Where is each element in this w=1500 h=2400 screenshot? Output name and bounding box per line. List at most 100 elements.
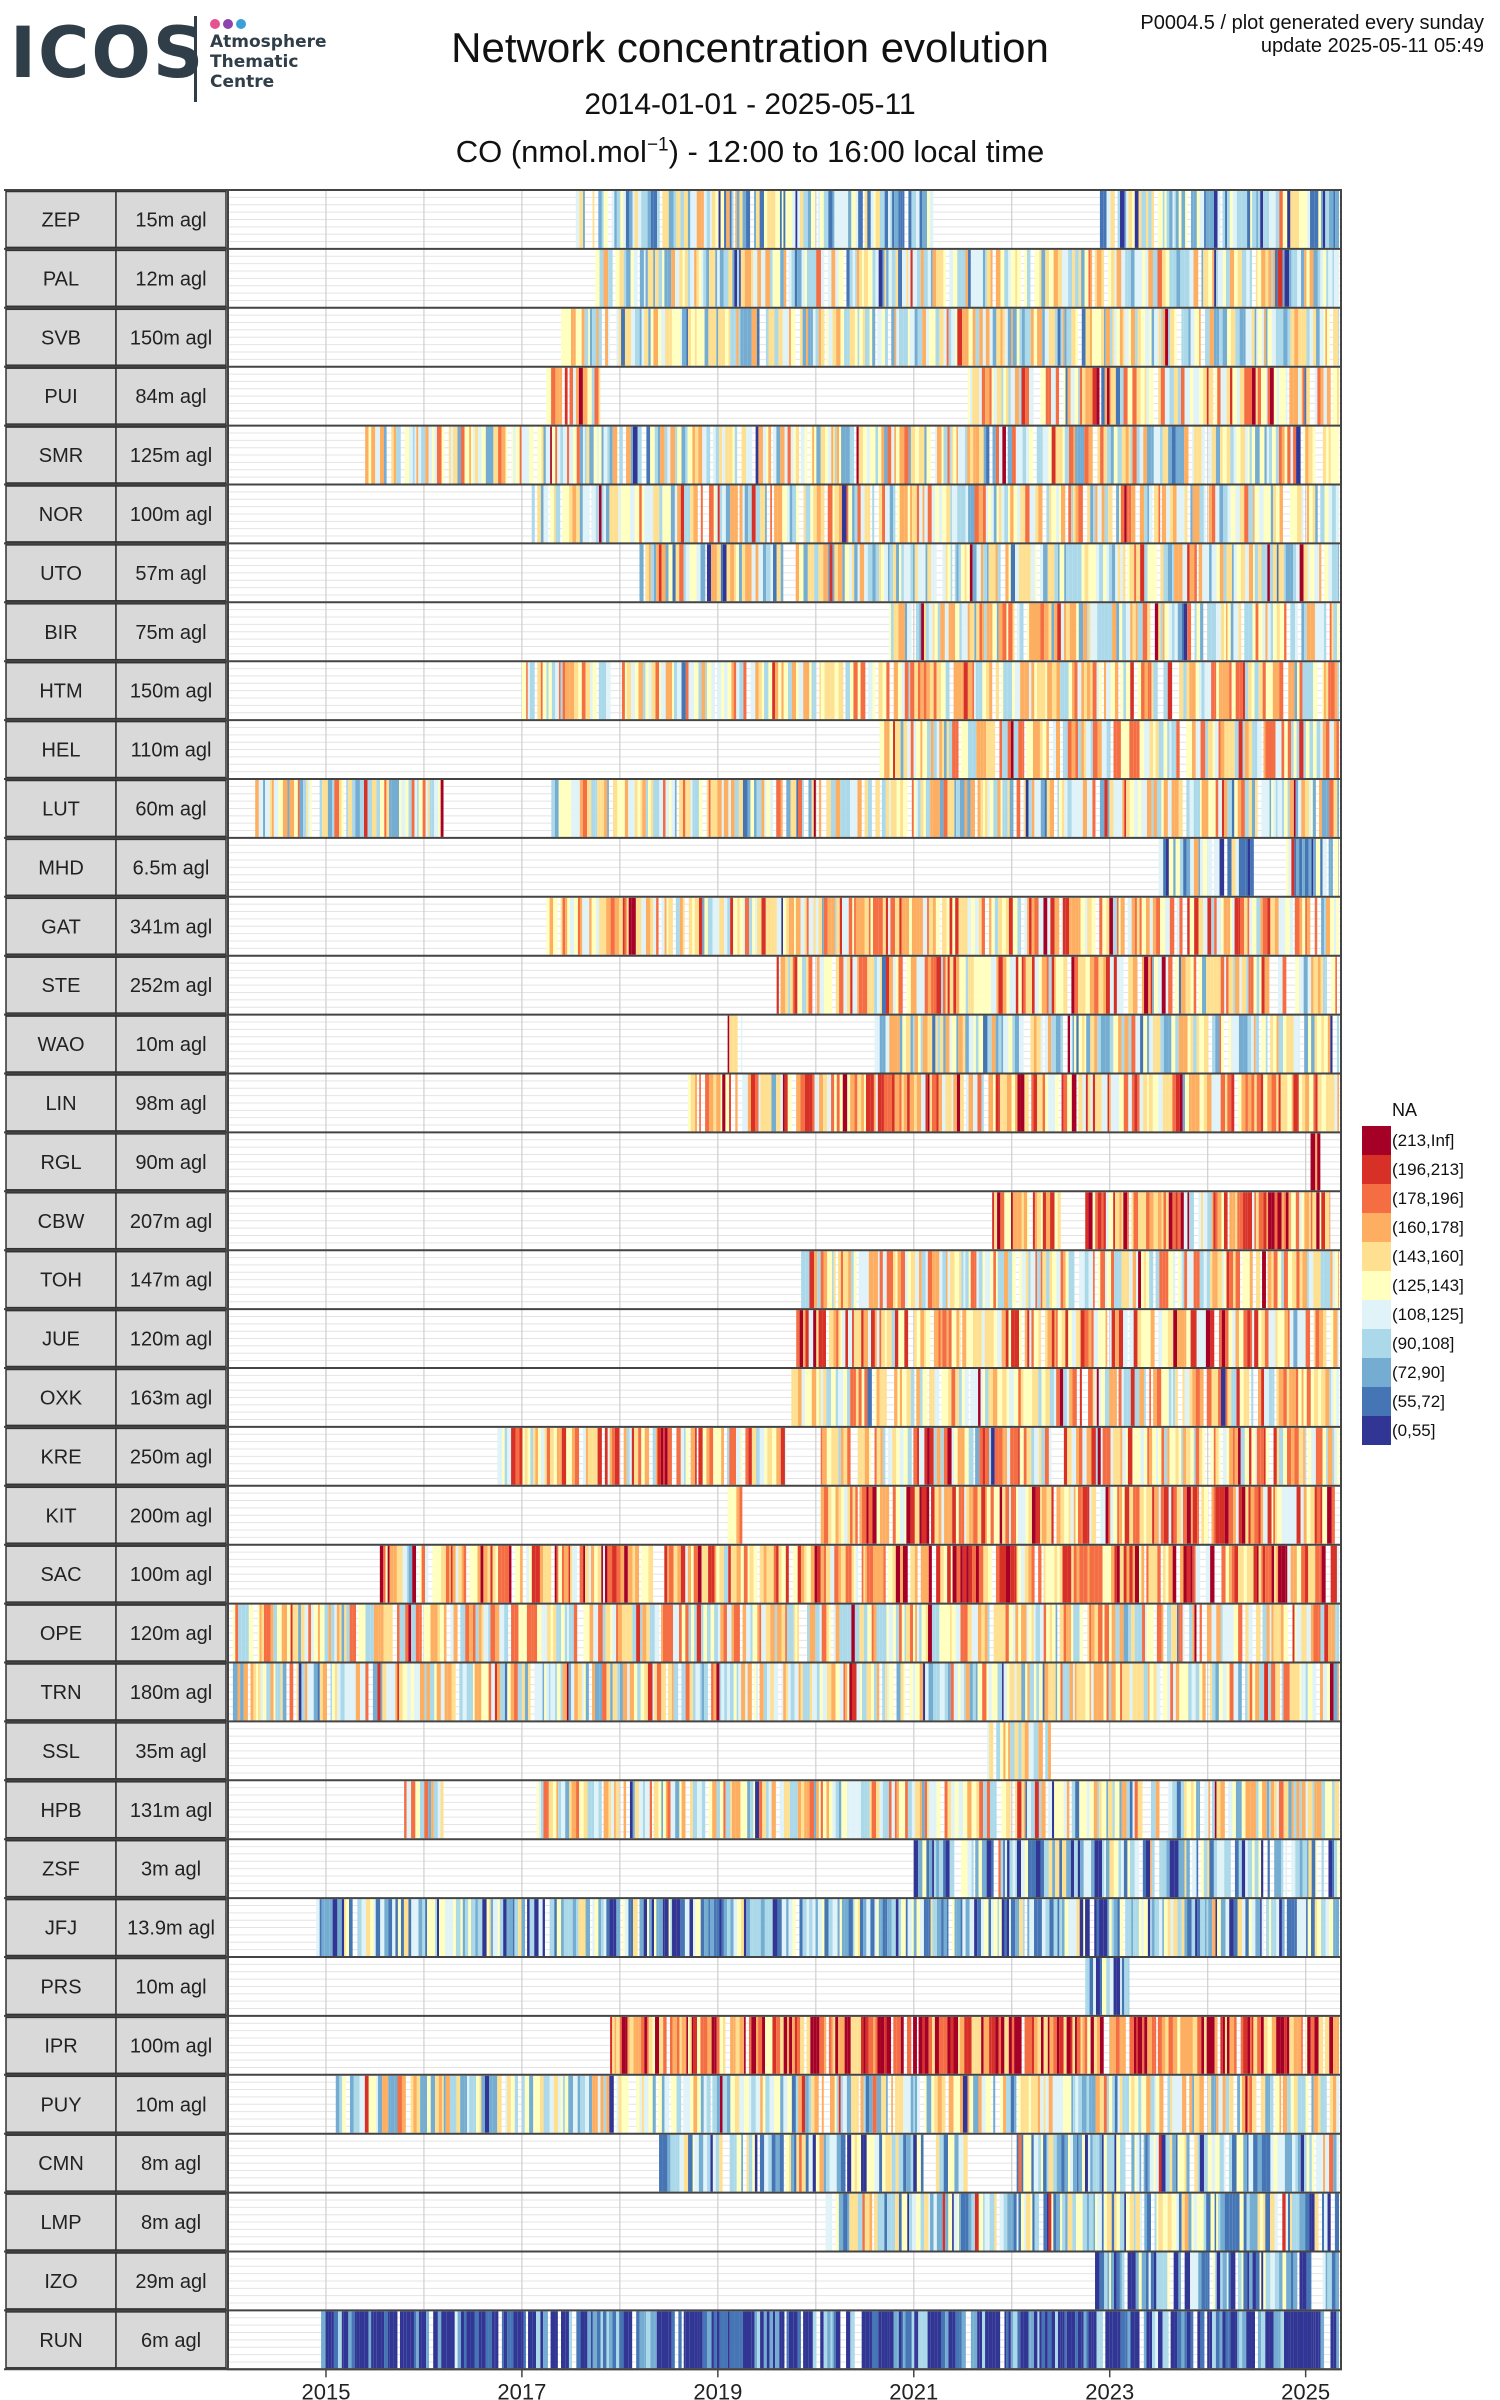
heat-stripe [1025,1486,1029,1544]
heat-stripe [993,1486,998,1544]
heat-stripe [807,1604,810,1662]
heat-stripe [970,897,975,955]
heat-stripe [659,662,662,720]
heat-stripe [1112,308,1115,366]
heat-stripe [1264,956,1270,1014]
heat-stripe [711,662,715,720]
heat-stripe [1291,1427,1295,1485]
heat-stripe [1313,838,1317,896]
heat-stripe [709,1074,714,1132]
heat-stripe [1112,897,1117,955]
heat-stripe [1101,1369,1105,1426]
heat-stripe [1064,308,1067,366]
heat-stripe [742,780,748,837]
heat-stripe [1135,308,1138,366]
heat-stripe [834,1074,837,1132]
heat-stripe [1057,1545,1060,1603]
heat-stripe [452,426,458,484]
heat-stripe [722,544,727,602]
heat-stripe [537,1663,543,1721]
heat-stripe [1165,308,1169,366]
heat-stripe [1287,1251,1293,1309]
heat-stripe [1175,191,1179,248]
heat-stripe [983,1545,989,1603]
heat-stripe [626,897,629,955]
heat-stripe [693,485,698,543]
heat-stripe [1171,426,1176,484]
heat-stripe [885,485,890,543]
heat-stripe [1045,249,1050,307]
heat-stripe [1078,780,1083,837]
heat-stripe [846,485,849,543]
heat-stripe [1030,544,1035,602]
heat-stripe [1146,780,1152,837]
heat-stripe [543,426,546,484]
heat-stripe [702,1427,707,1485]
heat-stripe [643,191,648,248]
heat-stripe [920,780,924,837]
heat-stripe [1146,1192,1150,1250]
heat-stripe [843,1427,848,1485]
heat-stripe [1040,1604,1044,1662]
heat-stripe [1296,544,1300,602]
heat-stripe [1173,367,1178,425]
heat-stripe [775,191,780,248]
heat-stripe [928,1545,932,1603]
heat-stripe [1110,1192,1114,1250]
heat-stripe [1277,956,1283,1014]
heat-stripe [1258,1310,1262,1367]
heat-stripe [1135,1486,1140,1544]
heat-stripe [885,780,890,837]
heat-stripe [923,662,927,720]
heat-stripe [791,1369,794,1426]
heat-stripe [863,1310,869,1367]
heat-stripe [1330,662,1335,720]
heat-stripe [1060,308,1063,366]
heat-stripe [682,249,685,307]
heat-stripe [644,308,649,366]
heat-stripe [682,897,685,955]
heat-stripe [1045,1545,1050,1603]
heat-stripe [273,1663,276,1721]
heat-stripe [462,1604,466,1662]
heat-stripe [1274,1545,1277,1603]
heat-stripe [363,780,368,837]
heat-stripe [1334,249,1339,307]
heat-stripe [1187,1015,1191,1073]
heat-stripe [232,1663,238,1721]
heat-stripe [802,308,807,366]
heat-stripe [987,956,991,1014]
heat-stripe [490,1604,493,1662]
heat-stripe [986,544,989,602]
heat-stripe [1024,662,1029,720]
heat-stripe [1233,603,1237,661]
heat-stripe [494,1663,498,1721]
heat-stripe [1193,838,1199,896]
heat-stripe [853,1369,856,1426]
heat-stripe [1247,426,1250,484]
heat-stripe [1064,426,1069,484]
heat-stripe [725,1074,730,1132]
heat-stripe [715,191,719,248]
heat-stripe [747,1545,750,1603]
heat-stripe [667,1604,671,1662]
heat-stripe [1256,1427,1261,1485]
heat-stripe [858,956,863,1014]
heat-stripe [1103,1192,1106,1250]
heat-stripe [277,1604,282,1662]
heat-stripe [1190,308,1195,366]
heat-stripe [1132,1251,1137,1309]
heat-stripe [1101,721,1107,778]
heat-stripe [1203,367,1207,425]
heat-stripe [1292,1604,1295,1662]
heat-stripe [1251,1369,1254,1426]
heat-stripe [960,721,966,778]
heat-stripe [1119,1486,1123,1544]
heat-stripe [382,1663,387,1721]
heat-stripe [1146,367,1149,425]
heat-stripe [1091,897,1096,955]
heat-stripe [877,956,881,1014]
heat-stripe [1087,897,1092,955]
heat-stripe [687,1545,691,1603]
heat-stripe [1003,1015,1006,1073]
